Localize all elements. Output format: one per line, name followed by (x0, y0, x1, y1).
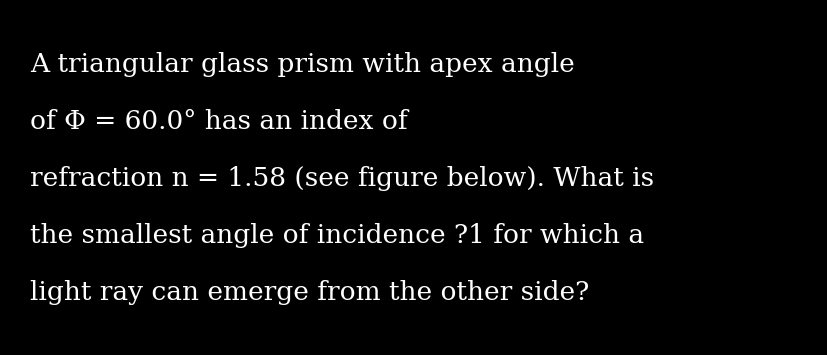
Text: refraction n = 1.58 (see figure below). What is: refraction n = 1.58 (see figure below). … (30, 166, 653, 191)
Text: A triangular glass prism with apex angle: A triangular glass prism with apex angle (30, 52, 574, 77)
Text: light ray can emerge from the other side?: light ray can emerge from the other side… (30, 280, 589, 305)
Text: of Φ = 60.0° has an index of: of Φ = 60.0° has an index of (30, 109, 407, 134)
Text: the smallest angle of incidence ?1 for which a: the smallest angle of incidence ?1 for w… (30, 223, 643, 248)
